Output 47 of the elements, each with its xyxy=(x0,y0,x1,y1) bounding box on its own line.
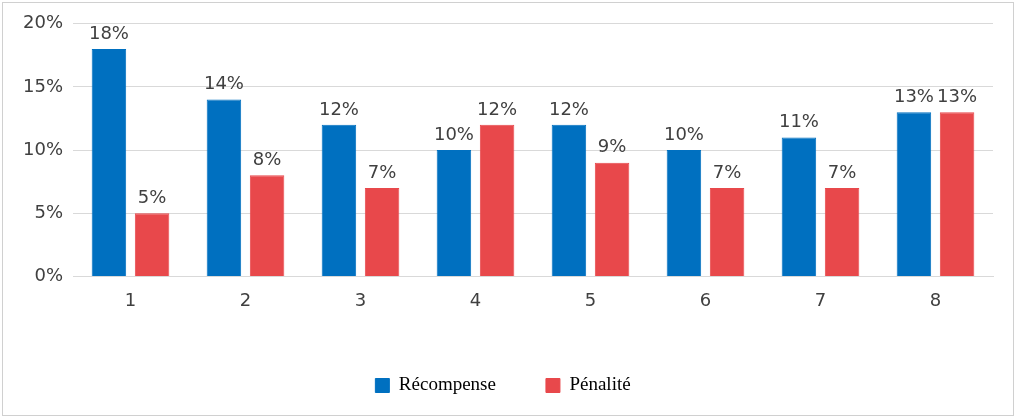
bar xyxy=(896,112,932,276)
y-tick-label: 5% xyxy=(34,200,64,222)
x-tick-label: 3 xyxy=(354,288,367,310)
bar xyxy=(939,112,975,276)
y-tick-label: 20% xyxy=(22,11,64,33)
bar xyxy=(666,150,702,276)
data-label: 7% xyxy=(827,160,857,182)
data-label: 12% xyxy=(318,97,359,119)
bar xyxy=(364,187,400,276)
y-tick-label: 15% xyxy=(22,74,64,96)
data-label: 9% xyxy=(597,135,627,157)
y-tick-label: 0% xyxy=(34,264,64,286)
x-tick-label: 2 xyxy=(239,288,252,310)
bar xyxy=(321,124,357,276)
bar xyxy=(249,175,285,276)
data-label: 10% xyxy=(663,122,704,144)
data-label: 14% xyxy=(203,72,244,94)
y-tick-label: 10% xyxy=(22,137,64,159)
x-tick-label: 6 xyxy=(699,288,712,310)
data-label: 11% xyxy=(778,110,819,132)
x-tick-label: 7 xyxy=(814,288,827,310)
data-label: 7% xyxy=(712,160,742,182)
data-label: 13% xyxy=(937,84,978,106)
bar xyxy=(824,187,860,276)
x-tick-label: 8 xyxy=(929,288,942,310)
bar xyxy=(206,99,242,276)
x-tick-label: 5 xyxy=(584,288,597,310)
x-tick-label: 1 xyxy=(124,288,137,310)
data-label: 18% xyxy=(88,21,129,43)
bar xyxy=(134,213,170,276)
bar xyxy=(436,150,472,276)
data-label: 8% xyxy=(252,148,282,170)
data-label: 12% xyxy=(477,97,518,119)
data-label: 13% xyxy=(893,84,934,106)
bar xyxy=(551,124,587,276)
bar xyxy=(709,187,745,276)
data-label: 7% xyxy=(367,160,397,182)
bar xyxy=(781,137,817,276)
bar xyxy=(594,162,630,276)
bar xyxy=(91,49,127,276)
data-label: 5% xyxy=(137,185,167,207)
legend-label: Pénalité xyxy=(569,373,631,395)
bar xyxy=(479,124,515,276)
legend-label: Récompense xyxy=(398,373,496,395)
data-label: 12% xyxy=(548,97,589,119)
data-label: 10% xyxy=(433,122,474,144)
x-tick-label: 4 xyxy=(469,288,482,310)
